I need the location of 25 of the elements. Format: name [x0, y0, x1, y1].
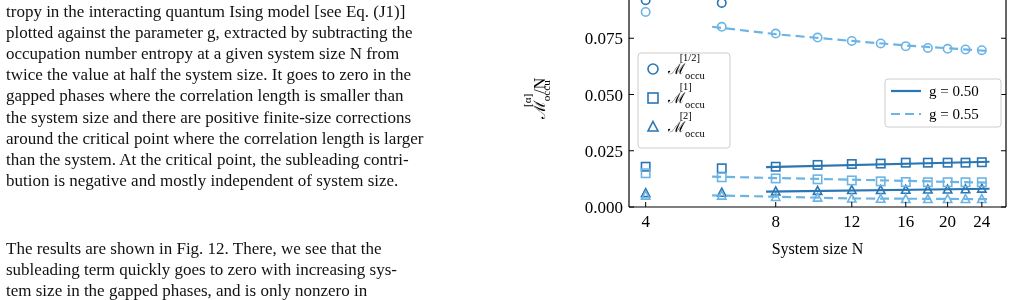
legend-label: g = 0.50 [929, 83, 979, 99]
text: occupation number entropy at a given system size N from [6, 44, 400, 64]
text: tropy in the interacting quantum Ising model [see Eq. (J1)] [6, 2, 406, 21]
x-tick-label: 12 [843, 212, 861, 231]
x-tick-label: 20 [939, 212, 957, 231]
text: bution is negative and mostly independent of system size. [6, 170, 399, 190]
y-tick-label: 0.050 [584, 85, 623, 105]
text: The results are shown in Fig. 12. There, we see that the [6, 239, 382, 258]
text: gapped phases where the correlation length is smaller than [6, 86, 404, 106]
x-tick-label: 16 [897, 212, 915, 231]
text: subleading term quickly goes to zero with increasing sys- [6, 260, 398, 280]
text: tem size in the gapped phases, and is only nonzero in [6, 281, 368, 300]
x-tick-label: 8 [771, 212, 780, 231]
x-tick-label: 4 [641, 212, 651, 231]
x-axis-title: System size N [771, 240, 864, 258]
text: plotted against the parameter g, extracted by subtracting the [6, 23, 413, 43]
text: the system size and there are positive finite-size corrections [6, 107, 412, 127]
text: than the system. At the critical point, the subleading contri- [6, 149, 410, 169]
x-tick-label: 24 [973, 212, 991, 231]
y-tick-label: 0.075 [584, 29, 623, 49]
text: around the critical point where the correlation length is larger [6, 128, 424, 148]
y-tick-label: 0.000 [584, 198, 623, 217]
y-tick-label: 0.025 [584, 141, 623, 161]
text: twice the value at half the system size. It goes to zero in the [6, 65, 412, 85]
legend-label: g = 0.55 [929, 106, 979, 122]
